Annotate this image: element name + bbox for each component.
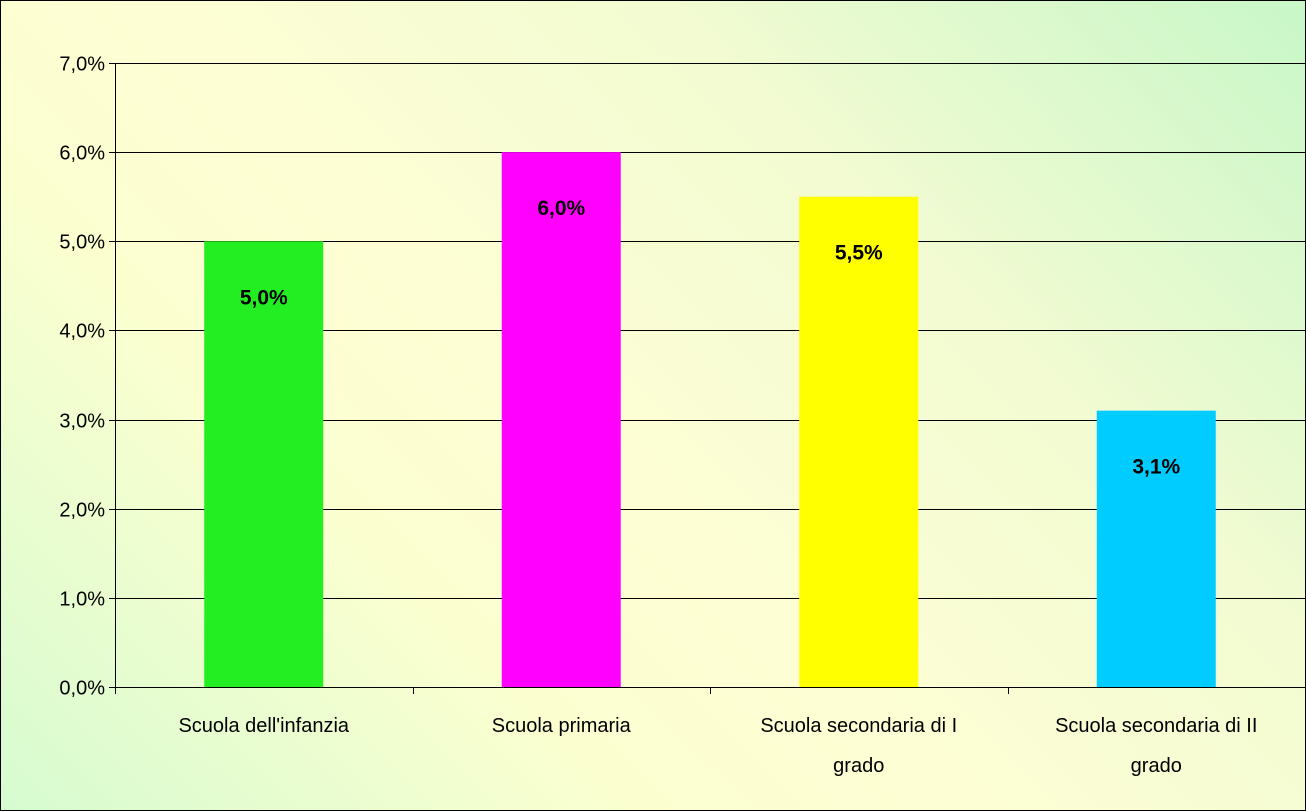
y-tick-label: 1,0% — [59, 589, 105, 611]
bar — [1096, 410, 1216, 687]
bar — [501, 152, 621, 688]
category-label: Scuola secondaria di II — [1055, 715, 1257, 737]
y-tick-label: 3,0% — [59, 411, 105, 433]
labels: 0,0% 1,0% 2,0% 3,0% 4,0% 5,0% 6,0% 7,0% 5,0% Scuo… — [59, 54, 1257, 778]
y-tick-label: 2,0% — [59, 500, 105, 522]
category-label: Scuola primaria — [492, 715, 632, 737]
category-label: grado — [1131, 755, 1182, 777]
bar — [799, 196, 919, 687]
axes — [109, 63, 1305, 694]
bar — [204, 241, 324, 688]
y-tick-label: 5,0% — [59, 232, 105, 254]
data-label: 6,0% — [537, 197, 585, 220]
data-label: 3,1% — [1132, 456, 1180, 479]
data-label: 5,0% — [240, 286, 288, 309]
bars — [204, 152, 1216, 688]
y-tick-label: 0,0% — [59, 678, 105, 700]
category-label: grado — [833, 755, 884, 777]
data-label: 5,5% — [835, 242, 883, 265]
y-tick-label: 7,0% — [59, 54, 105, 76]
category-label: Scuola dell'infanzia — [178, 715, 349, 737]
y-tick-label: 4,0% — [59, 321, 105, 343]
y-tick-label: 6,0% — [59, 143, 105, 165]
category-label: Scuola secondaria di I — [760, 715, 957, 737]
